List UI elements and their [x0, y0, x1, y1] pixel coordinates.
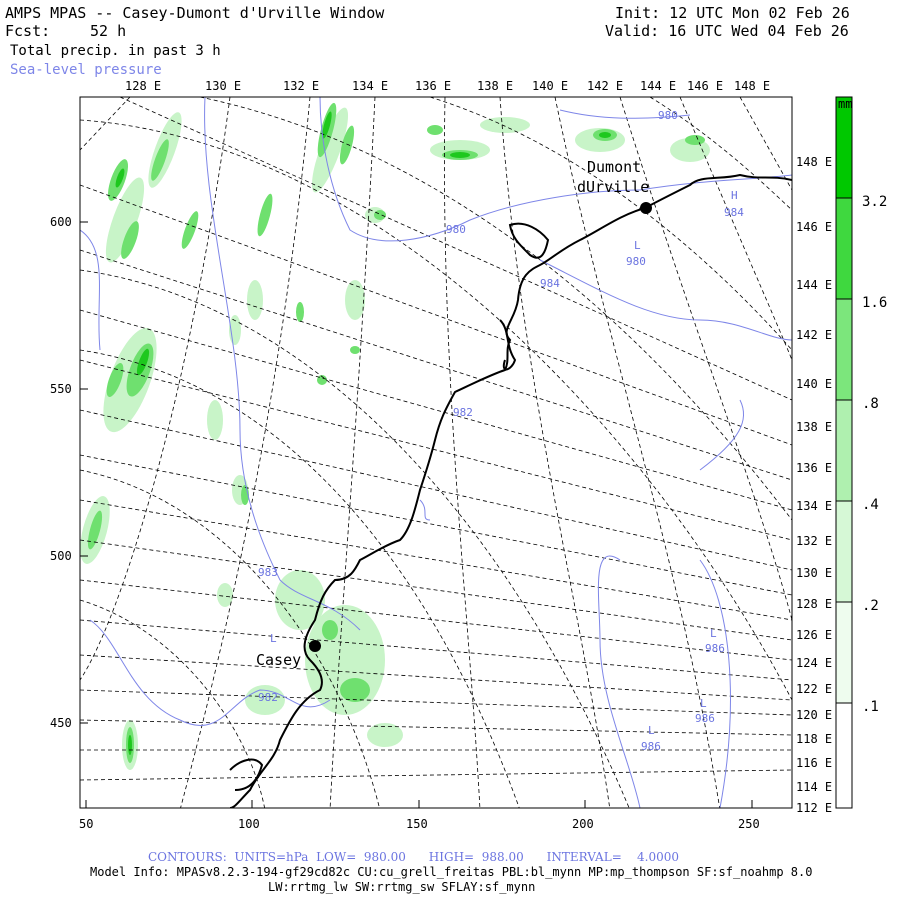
y-axis-label: 600	[50, 215, 72, 229]
lon-label-top: 130 E	[205, 79, 241, 93]
pressure-center: H	[731, 189, 738, 202]
pressure-label: 980	[446, 223, 466, 236]
lon-label-top: 142 E	[587, 79, 623, 93]
station-casey-label: Casey	[256, 651, 301, 669]
lon-label-right: 112 E	[796, 801, 832, 815]
pressure-label: 986	[705, 642, 725, 655]
x-axis-label: 50	[79, 817, 93, 831]
lon-label-top: 132 E	[283, 79, 319, 93]
lon-label-right: 148 E	[796, 155, 832, 169]
forecast-label: Fcst:	[5, 22, 51, 40]
lon-label-right: 144 E	[796, 278, 832, 292]
pressure-center: L	[710, 627, 717, 640]
legend-swatch	[836, 299, 852, 400]
lon-label-top: 136 E	[415, 79, 451, 93]
y-axis-label: 450	[50, 716, 72, 730]
field-slp-label: Sea-level pressure	[10, 62, 162, 78]
legend-swatch	[836, 97, 852, 198]
valid-time: Valid: 16 UTC Wed 04 Feb 26	[605, 22, 849, 40]
axis-ticks	[80, 221, 753, 808]
forecast-hour: 52 h	[90, 22, 127, 40]
lon-label-top: 138 E	[477, 79, 513, 93]
legend-level-label: 3.2	[862, 194, 887, 210]
pressure-label: 986	[641, 740, 661, 753]
legend-swatch	[836, 501, 852, 602]
lon-label-top: 144 E	[640, 79, 676, 93]
lon-label-right: 114 E	[796, 780, 832, 794]
station-dumont-label-2: dUrville	[577, 178, 649, 196]
lon-label-right: 132 E	[796, 534, 832, 548]
pressure-label: 984	[540, 277, 560, 290]
lon-label-right: 138 E	[796, 420, 832, 434]
pressure-label: 982	[453, 406, 473, 419]
plot-area	[80, 97, 792, 808]
pressure-label: 980	[626, 255, 646, 268]
precip-shading	[80, 102, 710, 770]
lon-label-right: 128 E	[796, 597, 832, 611]
lon-label-right: 140 E	[796, 377, 832, 391]
lon-label-right: 124 E	[796, 656, 832, 670]
pressure-label: 982	[258, 691, 278, 704]
lon-label-right: 146 E	[796, 220, 832, 234]
legend-swatch	[836, 198, 852, 299]
station-casey-marker	[309, 640, 321, 652]
lon-label-right: 126 E	[796, 628, 832, 642]
pressure-label: 980	[658, 109, 678, 122]
lon-label-right: 142 E	[796, 328, 832, 342]
pressure-center: L	[648, 724, 655, 737]
lon-label-right: 134 E	[796, 499, 832, 513]
lon-label-right: 130 E	[796, 566, 832, 580]
legend-swatch	[836, 602, 852, 703]
lon-label-top: 134 E	[352, 79, 388, 93]
station-dumont-label: Dumont	[587, 158, 641, 176]
lon-label-right: 118 E	[796, 732, 832, 746]
lon-label-top: 148 E	[734, 79, 770, 93]
legend-level-label: .8	[862, 396, 879, 412]
field-precip-label: Total precip. in past 3 h	[10, 43, 221, 59]
legend-swatch	[836, 703, 852, 808]
coastline	[229, 173, 792, 808]
lon-label-right: 120 E	[796, 708, 832, 722]
pressure-label: 984	[724, 206, 744, 219]
lon-label-right: 122 E	[796, 682, 832, 696]
lon-label-top: 140 E	[532, 79, 568, 93]
y-axis-label: 550	[50, 382, 72, 396]
lon-label-top: 146 E	[687, 79, 723, 93]
pressure-center: L	[270, 632, 277, 645]
x-axis-label: 150	[406, 817, 428, 831]
model-info: Model Info: MPASv8.2.3-194-gf29cd82c CU:…	[90, 865, 813, 879]
legend-level-label: .4	[862, 497, 879, 513]
pressure-label: 986	[695, 712, 715, 725]
lon-label-top: 128 E	[125, 79, 161, 93]
x-axis-label: 250	[738, 817, 760, 831]
legend-level-label: .2	[862, 598, 879, 614]
legend-unit: mm	[838, 97, 852, 111]
pressure-contours	[80, 97, 792, 808]
pressure-center: L	[634, 239, 641, 252]
x-axis-label: 100	[238, 817, 260, 831]
pressure-label: 983	[258, 566, 278, 579]
plot-frame	[79, 96, 793, 809]
legend-colorbar	[835, 96, 853, 809]
legend-level-label: .1	[862, 699, 879, 715]
contour-info: CONTOURS: UNITS=hPa LOW= 980.00 HIGH= 98…	[148, 850, 679, 864]
lon-label-right: 136 E	[796, 461, 832, 475]
station-dumont-marker	[640, 202, 652, 214]
lon-label-right: 116 E	[796, 756, 832, 770]
model-info-2: LW:rrtmg_lw SW:rrtmg_sw SFLAY:sf_mynn	[268, 880, 536, 894]
map-title: AMPS MPAS -- Casey-Dumont d'Urville Wind…	[5, 4, 385, 22]
legend-swatch	[836, 400, 852, 501]
init-time: Init: 12 UTC Mon 02 Feb 26	[615, 4, 850, 22]
x-axis-label: 200	[572, 817, 594, 831]
y-axis-label: 500	[50, 549, 72, 563]
legend-level-label: 1.6	[862, 295, 887, 311]
pressure-center: L	[700, 697, 707, 710]
